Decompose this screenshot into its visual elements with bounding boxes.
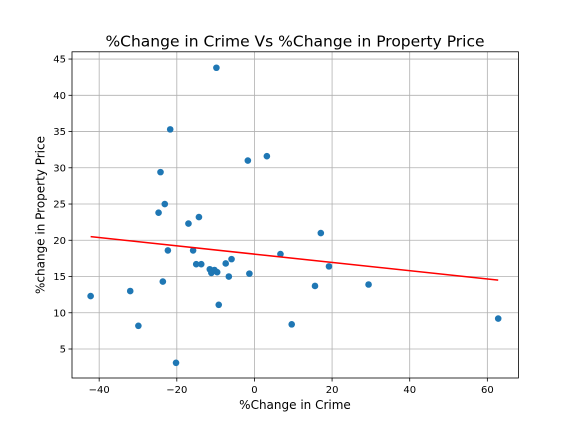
data-point [126, 287, 134, 295]
axis-ticks: −40 −20 0 20 40 60 5 10 15 20 25 30 35 40 45 [53, 55, 493, 396]
data-point [263, 152, 271, 160]
data-point [277, 250, 284, 258]
data-point [164, 247, 172, 254]
data-point [311, 282, 319, 290]
x-tick-label: −20 [166, 385, 187, 396]
data-point [197, 260, 205, 268]
y-tick-label: 30 [53, 163, 66, 174]
data-point [155, 209, 162, 217]
data-point [195, 213, 203, 221]
data-point [172, 359, 180, 367]
x-axis-label: %Change in Crime [239, 398, 351, 412]
data-point [225, 273, 233, 280]
data-point [365, 281, 372, 288]
x-tick-label: −40 [89, 385, 110, 396]
y-axis-label: %change in Property Price [34, 136, 48, 294]
x-tick-label: 60 [481, 385, 494, 396]
plot-frame [71, 51, 519, 379]
data-point [161, 200, 169, 208]
data-point [228, 255, 235, 263]
data-point [222, 260, 230, 267]
data-point [246, 270, 253, 277]
y-tick-label: 25 [53, 200, 66, 211]
data-point [325, 263, 333, 270]
data-point [244, 157, 252, 164]
x-tick-label: 20 [326, 385, 339, 396]
y-tick-label: 10 [53, 308, 66, 319]
data-point [213, 64, 220, 72]
data-point [159, 278, 167, 285]
data-point [494, 315, 502, 322]
regression-line [90, 235, 499, 281]
data-point [215, 301, 223, 309]
y-tick-label: 20 [53, 236, 66, 247]
data-points [87, 64, 502, 367]
data-point [135, 322, 142, 330]
data-point [185, 220, 192, 227]
y-tick-label: 15 [53, 272, 66, 283]
data-point [157, 168, 164, 176]
data-point [192, 260, 200, 268]
chart-title: %Change in Crime Vs %Change in Property … [105, 33, 484, 51]
y-tick-label: 45 [53, 55, 66, 66]
regression-line-group [90, 235, 499, 281]
data-point [288, 321, 296, 328]
y-tick-label: 35 [53, 127, 66, 138]
data-point [87, 292, 94, 300]
grid-lines [72, 51, 519, 378]
data-point [166, 126, 174, 133]
y-tick-label: 5 [60, 345, 66, 356]
data-point [213, 268, 221, 276]
data-point [317, 229, 325, 237]
data-point [189, 247, 197, 254]
y-tick-label: 40 [53, 91, 66, 102]
x-tick-label: 0 [251, 385, 257, 396]
x-tick-label: 40 [403, 385, 416, 396]
